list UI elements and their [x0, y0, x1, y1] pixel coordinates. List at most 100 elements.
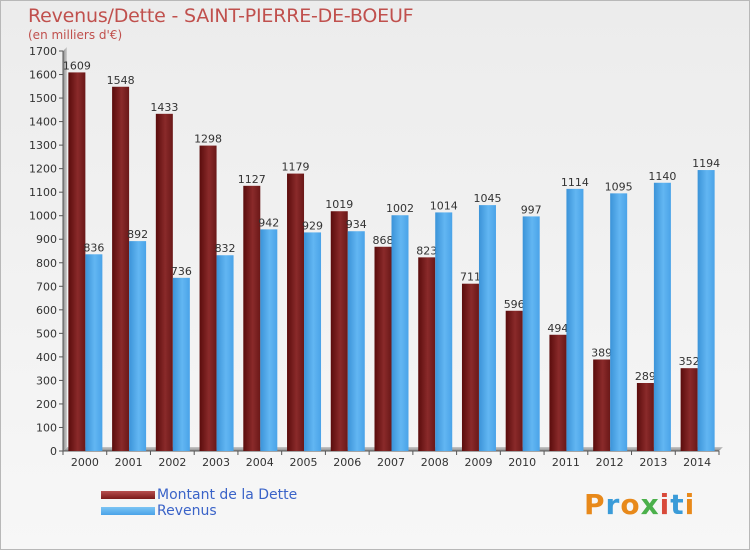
y-tick-label: 1500: [29, 92, 57, 105]
data-label-dette: 494: [547, 322, 568, 335]
data-label-dette: 711: [460, 271, 481, 284]
y-tick-label: 1200: [29, 163, 57, 176]
y-tick-label: 100: [36, 421, 57, 434]
data-label-revenus: 1114: [561, 176, 589, 189]
x-tick-label: 2011: [552, 456, 580, 469]
legend-label-revenus: Revenus: [157, 503, 217, 519]
data-label-dette: 868: [373, 234, 394, 247]
y-tick-label: 400: [36, 351, 57, 364]
legend-swatch-revenus: [101, 507, 155, 515]
bar-dette: [155, 113, 173, 451]
x-tick-label: 2009: [464, 456, 492, 469]
y-tick-label: 1100: [29, 186, 57, 199]
data-label-dette: 389: [591, 346, 612, 359]
data-label-dette: 1127: [238, 173, 266, 186]
data-label-dette: 823: [416, 244, 437, 257]
bar-dette: [374, 246, 392, 451]
bar-dette: [112, 86, 130, 451]
bar-dette: [505, 310, 523, 451]
x-tick-label: 2012: [596, 456, 624, 469]
y-tick-label: 1400: [29, 116, 57, 129]
data-label-revenus: 1095: [605, 180, 633, 193]
data-label-revenus: 1014: [430, 199, 458, 212]
bar-revenus: [610, 193, 628, 451]
bar-revenus: [522, 216, 540, 451]
bar-dette: [549, 334, 567, 451]
y-tick-label: 300: [36, 374, 57, 387]
bar-revenus: [566, 188, 584, 451]
legend-item-dette: Montant de la Dette: [101, 487, 297, 503]
bar-dette: [243, 185, 261, 451]
x-tick-label: 2007: [377, 456, 405, 469]
bar-dette: [680, 368, 698, 451]
chart-title: Revenus/Dette - SAINT-PIERRE-DE-BOEUF: [28, 5, 414, 27]
x-tick-label: 2005: [290, 456, 318, 469]
data-label-revenus: 997: [521, 203, 542, 216]
data-label-dette: 1019: [325, 198, 353, 211]
x-tick-label: 2003: [202, 456, 230, 469]
legend-swatch-dette: [101, 491, 155, 499]
data-label-revenus: 892: [127, 228, 148, 241]
data-label-dette: 1298: [194, 133, 222, 146]
legend-label-dette: Montant de la Dette: [157, 487, 298, 503]
legend-item-revenus: Revenus: [101, 503, 297, 519]
y-tick-label: 700: [36, 280, 57, 293]
y-tick-label: 1600: [29, 69, 57, 82]
data-label-dette: 1179: [282, 161, 310, 174]
bar-revenus: [304, 232, 322, 451]
data-label-dette: 1433: [150, 101, 178, 114]
y-tick-label: 800: [36, 257, 57, 270]
y-tick-label: 1700: [29, 45, 57, 58]
data-label-dette: 1548: [107, 74, 135, 87]
x-tick-label: 2013: [639, 456, 667, 469]
bar-revenus: [129, 241, 147, 451]
x-tick-label: 2000: [71, 456, 99, 469]
x-tick-label: 2006: [333, 456, 361, 469]
data-label-revenus: 832: [215, 242, 236, 255]
proxiti-logo: Proxiti: [584, 488, 696, 521]
data-label-revenus: 836: [83, 241, 104, 254]
bar-dette: [593, 359, 611, 451]
bar-revenus: [697, 170, 715, 451]
y-tick-label: 0: [50, 445, 57, 458]
bar-revenus: [347, 231, 365, 451]
bar-revenus: [172, 277, 190, 451]
x-tick-label: 2004: [246, 456, 274, 469]
data-label-dette: 1609: [63, 59, 91, 72]
y-tick-label: 1000: [29, 210, 57, 223]
bar-dette: [461, 283, 479, 451]
bar-revenus: [478, 205, 496, 451]
data-label-dette: 596: [504, 298, 525, 311]
bar-dette: [199, 145, 217, 451]
bar-dette: [68, 72, 86, 451]
bar-dette: [418, 257, 436, 451]
bar-revenus: [216, 255, 234, 451]
bar-revenus: [85, 254, 103, 451]
bar-dette: [636, 383, 654, 451]
data-label-dette: 289: [635, 370, 656, 383]
y-tick-label: 500: [36, 327, 57, 340]
x-tick-label: 2002: [158, 456, 186, 469]
bar-revenus: [653, 182, 671, 451]
chart-subtitle: (en milliers d'€): [28, 28, 123, 42]
x-tick-label: 2008: [421, 456, 449, 469]
y-tick-label: 1300: [29, 139, 57, 152]
data-label-revenus: 934: [346, 218, 367, 231]
bar-dette: [287, 173, 305, 451]
bar-revenus: [435, 212, 453, 451]
bar-revenus: [260, 229, 278, 451]
y-tick-label: 900: [36, 233, 57, 246]
data-label-revenus: 929: [302, 219, 323, 232]
data-label-revenus: 1194: [692, 157, 720, 170]
y-tick-label: 600: [36, 304, 57, 317]
x-tick-label: 2014: [683, 456, 711, 469]
data-label-revenus: 1045: [473, 192, 501, 205]
data-label-revenus: 736: [171, 265, 192, 278]
bar-revenus: [391, 215, 409, 451]
data-label-revenus: 1002: [386, 202, 414, 215]
bar-dette: [330, 211, 348, 451]
y-tick-label: 200: [36, 398, 57, 411]
data-label-revenus: 942: [258, 216, 279, 229]
